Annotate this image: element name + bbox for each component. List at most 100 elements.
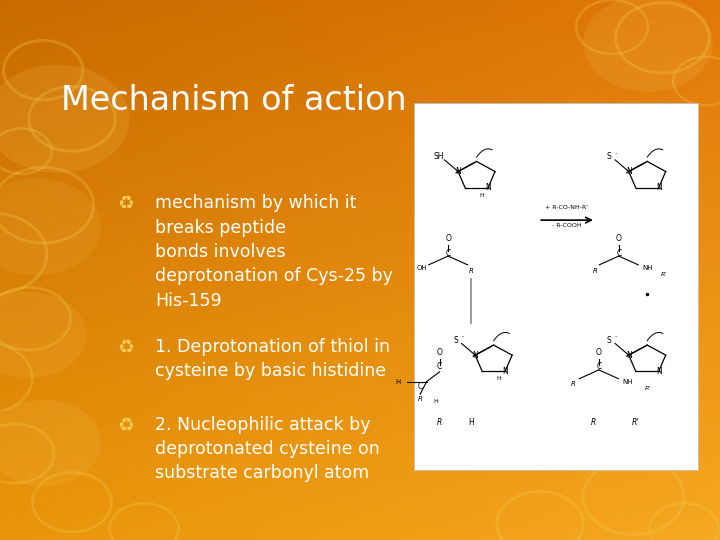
Bar — [475, 76, 490, 78]
Bar — [634, 308, 648, 310]
Bar — [216, 418, 230, 421]
Bar — [706, 81, 720, 84]
Bar — [317, 86, 331, 89]
Bar — [86, 373, 101, 375]
Bar — [461, 100, 475, 103]
Bar — [360, 243, 374, 246]
Bar — [691, 200, 706, 202]
Bar — [360, 143, 720, 146]
Bar — [461, 486, 475, 489]
Bar — [245, 148, 259, 151]
Bar — [202, 81, 216, 84]
Bar — [14, 475, 29, 478]
Bar — [504, 76, 518, 78]
Bar — [58, 273, 72, 275]
Bar — [648, 192, 662, 194]
Bar — [490, 62, 504, 65]
Bar — [619, 140, 634, 143]
Bar — [173, 159, 187, 162]
Bar — [533, 89, 547, 92]
Bar — [130, 227, 144, 229]
Bar — [302, 286, 317, 289]
Bar — [187, 132, 202, 135]
Bar — [259, 410, 274, 413]
Bar — [590, 394, 605, 397]
Bar — [58, 197, 72, 200]
Bar — [648, 97, 662, 100]
Bar — [86, 275, 101, 278]
Bar — [432, 184, 446, 186]
Bar — [389, 238, 403, 240]
Bar — [58, 481, 72, 483]
Bar — [29, 159, 43, 162]
Bar — [158, 162, 173, 165]
Bar — [346, 470, 360, 472]
Bar — [29, 478, 43, 481]
Bar — [403, 70, 418, 73]
Bar — [187, 289, 202, 292]
Bar — [389, 343, 403, 346]
Bar — [29, 111, 43, 113]
Bar — [0, 297, 14, 300]
Bar — [144, 70, 158, 73]
Bar — [173, 202, 187, 205]
Bar — [547, 475, 562, 478]
Text: R': R' — [632, 417, 639, 427]
Bar — [317, 435, 331, 437]
Bar — [504, 502, 518, 505]
Bar — [331, 113, 346, 116]
Bar — [230, 14, 245, 16]
Bar — [504, 211, 518, 213]
Bar — [446, 262, 461, 265]
Bar — [86, 151, 101, 154]
Bar — [403, 27, 418, 30]
Bar — [14, 76, 29, 78]
Bar — [360, 529, 374, 532]
Bar — [562, 254, 576, 256]
Bar — [432, 221, 446, 224]
Bar — [360, 319, 374, 321]
Bar — [0, 97, 14, 100]
Bar — [101, 57, 115, 59]
Bar — [475, 73, 490, 76]
Bar — [202, 392, 216, 394]
Bar — [605, 489, 619, 491]
Bar — [14, 30, 29, 32]
Bar — [29, 192, 43, 194]
Bar — [58, 227, 72, 229]
Bar — [331, 292, 346, 294]
Bar — [360, 443, 374, 445]
Bar — [317, 324, 331, 327]
Bar — [144, 508, 158, 510]
Bar — [158, 146, 173, 148]
Bar — [317, 124, 331, 127]
Bar — [691, 159, 706, 162]
Bar — [0, 200, 360, 202]
Bar — [14, 181, 29, 184]
Bar — [202, 356, 216, 359]
Bar — [446, 359, 461, 362]
Bar — [317, 516, 331, 518]
Bar — [101, 248, 115, 251]
Bar — [518, 413, 533, 416]
Bar — [677, 5, 691, 8]
Bar — [691, 89, 706, 92]
Bar — [605, 38, 619, 40]
Bar — [14, 359, 29, 362]
Bar — [590, 383, 605, 386]
Bar — [72, 526, 86, 529]
Bar — [576, 54, 590, 57]
Bar — [605, 316, 619, 319]
Bar — [706, 394, 720, 397]
Bar — [518, 167, 533, 170]
Bar — [173, 86, 187, 89]
Text: 1. Deprotonation of thiol in
cysteine by basic histidine: 1. Deprotonation of thiol in cysteine by… — [155, 338, 390, 380]
Bar — [115, 332, 130, 335]
Bar — [504, 437, 518, 440]
Bar — [634, 256, 648, 259]
Bar — [475, 340, 490, 343]
Bar — [562, 359, 576, 362]
Bar — [317, 178, 331, 181]
Bar — [619, 219, 634, 221]
Bar — [288, 524, 302, 526]
